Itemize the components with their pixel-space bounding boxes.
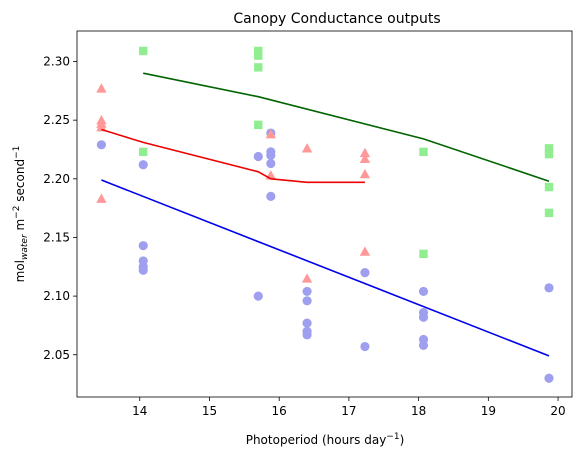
data-point-circle <box>138 160 148 170</box>
data-point-triangle <box>96 83 107 93</box>
data-point-triangle <box>359 153 371 164</box>
x-tick-label: 19 <box>481 404 496 418</box>
y-tick-label: 2.05 <box>43 348 70 362</box>
data-point-square <box>254 63 263 72</box>
data-point-square <box>139 147 148 157</box>
data-point-circle <box>302 318 312 328</box>
data-point-circle <box>302 296 312 306</box>
series-square-markers <box>139 46 554 259</box>
data-point-square <box>254 120 263 130</box>
data-point-circle <box>418 340 429 350</box>
data-point-circle <box>266 158 276 169</box>
y-tick-label: 2.25 <box>43 113 70 127</box>
data-point-square <box>254 51 263 60</box>
data-point-circle <box>418 312 429 322</box>
x-tick-label: 16 <box>272 404 287 418</box>
y-tick-label: 2.20 <box>43 172 70 186</box>
trend-line-2 <box>101 128 365 184</box>
data-point-square <box>419 249 428 259</box>
data-point-triangle <box>265 129 277 139</box>
data-point-circle <box>138 241 148 251</box>
data-point-triangle <box>301 143 313 153</box>
data-point-square <box>544 149 554 159</box>
data-point-circle <box>544 283 554 293</box>
y-tick-label: 2.10 <box>43 289 70 303</box>
data-point-triangle <box>359 246 371 256</box>
series-circle-markers <box>96 128 554 383</box>
data-point-triangle <box>301 273 313 283</box>
data-point-circle <box>96 140 107 150</box>
data-point-triangle <box>359 147 371 158</box>
trend-line-1 <box>101 179 550 357</box>
data-point-circle <box>302 286 312 297</box>
x-tick-label: 18 <box>411 404 426 418</box>
data-point-circle <box>138 265 148 275</box>
data-point-circle <box>544 373 554 383</box>
data-point-circle <box>253 291 263 301</box>
data-point-triangle <box>96 193 107 203</box>
data-point-square <box>254 46 263 56</box>
y-tick-label: 2.15 <box>43 230 70 244</box>
data-point-triangle <box>359 168 371 179</box>
y-tick-label: 2.30 <box>43 55 70 69</box>
data-point-circle <box>253 151 263 162</box>
x-tick-label: 14 <box>132 404 147 418</box>
chart-title: Canopy Conductance outputs <box>233 11 440 27</box>
data-point-square <box>544 144 554 153</box>
x-tick-label: 15 <box>202 404 217 418</box>
data-point-triangle <box>96 121 107 132</box>
data-point-circle <box>360 341 370 352</box>
data-point-circle <box>266 191 276 202</box>
data-point-circle <box>360 268 370 278</box>
data-point-square <box>544 182 554 192</box>
data-point-circle <box>418 286 429 297</box>
data-point-circle <box>302 330 312 340</box>
data-point-circle <box>266 150 276 160</box>
plot-frame <box>76 30 573 398</box>
y-axis-label: molwater m−2 second−1 <box>12 146 30 283</box>
series-triangle-markers <box>96 83 371 283</box>
data-point-square <box>419 147 428 157</box>
trend-line-3 <box>143 72 550 182</box>
x-tick-label: 20 <box>550 404 565 418</box>
data-point-square <box>544 208 554 218</box>
x-tick-label: 17 <box>341 404 356 418</box>
x-axis: 14 15 16 17 18 19 20 <box>132 397 566 418</box>
data-point-square <box>139 46 148 56</box>
x-axis-label: Photoperiod (hours day−1) <box>246 432 405 447</box>
y-axis: 2.05 2.10 2.15 2.20 2.25 2.30 <box>43 55 77 362</box>
plot-area <box>96 46 554 383</box>
